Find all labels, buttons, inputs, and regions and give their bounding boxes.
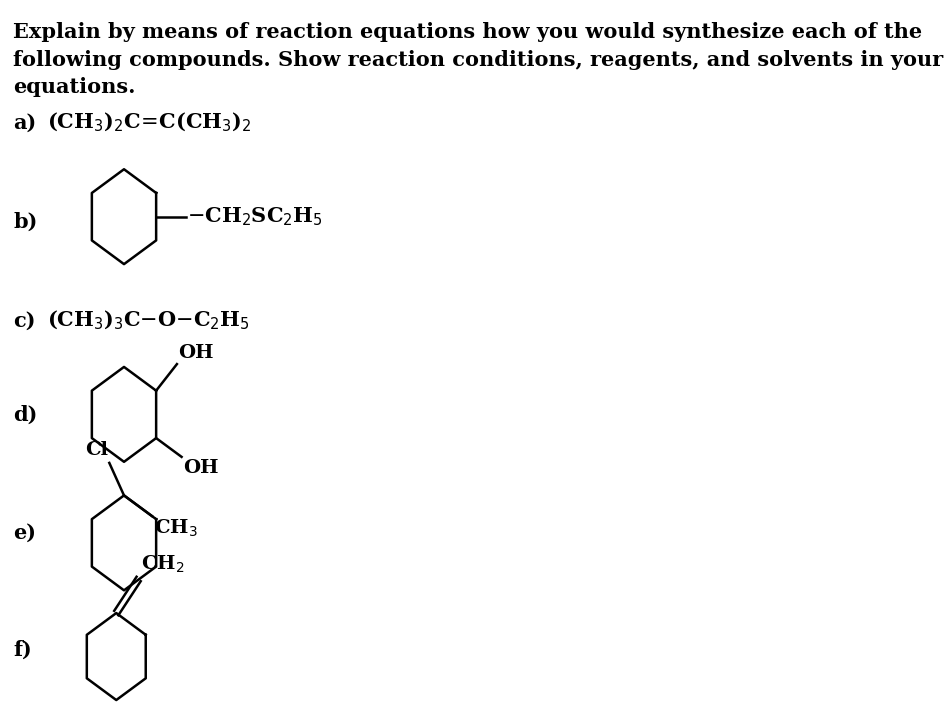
Text: equations.: equations. [13,77,136,97]
Text: Cl: Cl [85,441,108,459]
Text: following compounds. Show reaction conditions, reagents, and solvents in your: following compounds. Show reaction condi… [13,50,943,69]
Text: $-$CH$_2$SC$_2$H$_5$: $-$CH$_2$SC$_2$H$_5$ [187,205,323,228]
Text: OH: OH [184,459,219,477]
Text: a): a) [13,113,37,133]
Text: d): d) [13,404,38,425]
Text: e): e) [13,523,37,543]
Text: b): b) [13,212,38,232]
Text: CH$_2$: CH$_2$ [141,554,184,575]
Text: Explain by means of reaction equations how you would synthesize each of the: Explain by means of reaction equations h… [13,22,922,42]
Text: CH$_3$: CH$_3$ [153,518,198,539]
Text: (CH$_3$)$_3$C$-$O$-$C$_2$H$_5$: (CH$_3$)$_3$C$-$O$-$C$_2$H$_5$ [46,309,250,332]
Text: f): f) [13,640,32,660]
Text: c): c) [13,310,36,331]
Text: OH: OH [179,344,214,362]
Text: (CH$_3$)$_2$C$\!=\!$C(CH$_3$)$_2$: (CH$_3$)$_2$C$\!=\!$C(CH$_3$)$_2$ [46,111,252,134]
